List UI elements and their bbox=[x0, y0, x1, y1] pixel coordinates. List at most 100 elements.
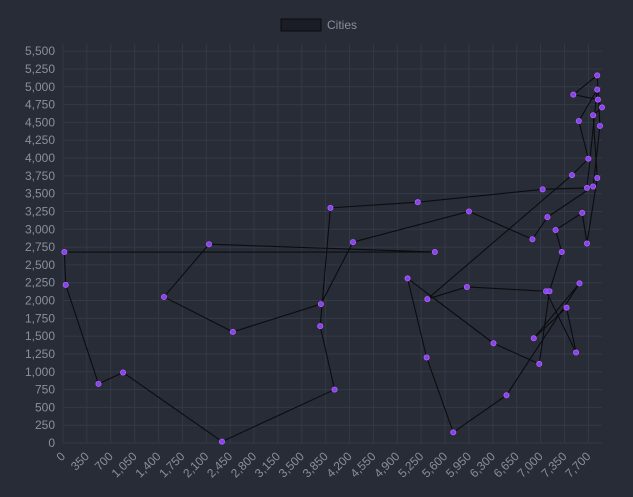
y-tick-label: 5,000 bbox=[25, 80, 55, 94]
x-tick-label: 2,450 bbox=[204, 449, 235, 480]
city-point[interactable] bbox=[594, 174, 601, 181]
city-point[interactable] bbox=[317, 323, 324, 330]
route-segment bbox=[221, 389, 335, 443]
city-point[interactable] bbox=[61, 249, 68, 256]
route-segment bbox=[352, 210, 470, 243]
route-segment bbox=[466, 286, 547, 292]
city-point[interactable] bbox=[218, 438, 225, 445]
city-point[interactable] bbox=[590, 112, 597, 119]
city-point[interactable] bbox=[414, 199, 421, 206]
city-point[interactable] bbox=[490, 340, 497, 347]
route-segment bbox=[533, 307, 567, 339]
city-point[interactable] bbox=[536, 360, 543, 367]
city-point[interactable] bbox=[160, 293, 167, 300]
y-tick-label: 3,250 bbox=[25, 204, 55, 218]
x-tick-label: 7,700 bbox=[562, 449, 593, 480]
y-tick-label: 2,250 bbox=[25, 276, 55, 290]
route-segment bbox=[208, 243, 435, 253]
city-point[interactable] bbox=[530, 335, 537, 342]
city-point[interactable] bbox=[568, 172, 575, 179]
city-point[interactable] bbox=[552, 226, 559, 233]
route-segment bbox=[531, 216, 548, 240]
x-tick-label: 5,600 bbox=[419, 449, 450, 480]
city-point[interactable] bbox=[424, 296, 431, 303]
city-point[interactable] bbox=[576, 280, 583, 287]
city-point[interactable] bbox=[331, 386, 338, 393]
city-point[interactable] bbox=[585, 155, 592, 162]
x-tick-label: 2,800 bbox=[228, 449, 259, 480]
route-segment bbox=[65, 284, 100, 385]
y-tick-label: 3,000 bbox=[25, 222, 55, 236]
route-segment bbox=[565, 307, 577, 353]
city-point[interactable] bbox=[579, 209, 586, 216]
city-point[interactable] bbox=[95, 380, 102, 387]
route-segment bbox=[452, 394, 507, 433]
route-segment bbox=[468, 210, 533, 240]
city-point[interactable] bbox=[206, 241, 213, 248]
city-point[interactable] bbox=[465, 208, 472, 215]
city-point[interactable] bbox=[539, 186, 546, 193]
x-tick-label: 4,200 bbox=[324, 449, 355, 480]
route-segment bbox=[427, 286, 468, 300]
city-point[interactable] bbox=[423, 354, 430, 361]
x-tick-label: 1,400 bbox=[133, 449, 164, 480]
city-point[interactable] bbox=[544, 214, 551, 221]
city-point[interactable] bbox=[558, 249, 565, 256]
x-tick-label: 1,050 bbox=[109, 449, 140, 480]
city-point[interactable] bbox=[317, 301, 324, 308]
gridlines bbox=[62, 44, 602, 444]
route-segment bbox=[547, 186, 594, 218]
city-point[interactable] bbox=[349, 239, 356, 246]
city-point[interactable] bbox=[570, 91, 577, 98]
route-segment bbox=[578, 89, 598, 122]
city-point[interactable] bbox=[529, 236, 536, 243]
y-tick-label: 1,500 bbox=[25, 329, 55, 343]
y-tick-label: 4,250 bbox=[25, 133, 55, 147]
city-point[interactable] bbox=[62, 281, 69, 288]
city-point[interactable] bbox=[594, 86, 601, 93]
legend[interactable]: Cities bbox=[280, 18, 357, 32]
city-point[interactable] bbox=[120, 369, 127, 376]
x-tick-label: 4,550 bbox=[347, 449, 378, 480]
y-tick-label: 3,750 bbox=[25, 169, 55, 183]
city-point[interactable] bbox=[594, 72, 601, 79]
city-point[interactable] bbox=[546, 288, 553, 295]
city-point[interactable] bbox=[503, 392, 510, 399]
x-tick-label: 4,900 bbox=[371, 449, 402, 480]
legend-label: Cities bbox=[327, 18, 357, 32]
city-point[interactable] bbox=[404, 275, 411, 282]
y-tick-label: 1,750 bbox=[25, 311, 55, 325]
city-point[interactable] bbox=[594, 96, 601, 103]
x-tick-label: 3,850 bbox=[300, 449, 331, 480]
y-tick-label: 3,500 bbox=[25, 187, 55, 201]
city-point[interactable] bbox=[563, 304, 570, 311]
route-segment bbox=[592, 125, 601, 187]
x-tick-label: 6,300 bbox=[467, 449, 498, 480]
city-point[interactable] bbox=[431, 249, 438, 256]
route-segment bbox=[555, 212, 583, 231]
route-lines bbox=[63, 74, 603, 443]
y-tick-label: 500 bbox=[35, 400, 55, 414]
city-point[interactable] bbox=[596, 122, 603, 129]
x-tick-label: 2,100 bbox=[180, 449, 211, 480]
city-point[interactable] bbox=[590, 183, 597, 190]
city-point[interactable] bbox=[450, 429, 457, 436]
y-tick-label: 250 bbox=[35, 418, 55, 432]
city-point[interactable] bbox=[229, 328, 236, 335]
y-tick-label: 4,750 bbox=[25, 98, 55, 112]
city-point[interactable] bbox=[599, 104, 606, 111]
y-axis-ticks: 0 250 500 750 1,000 1,250 1,500 1,750 2,000 2,250… bbox=[25, 44, 55, 450]
route-segment bbox=[63, 252, 67, 285]
route-segment bbox=[163, 296, 234, 333]
route-segment bbox=[555, 229, 563, 253]
city-point[interactable] bbox=[575, 117, 582, 124]
city-point[interactable] bbox=[573, 349, 580, 356]
city-point[interactable] bbox=[327, 204, 334, 211]
city-point[interactable] bbox=[583, 184, 590, 191]
legend-swatch[interactable] bbox=[280, 18, 322, 32]
city-point[interactable] bbox=[463, 283, 470, 290]
route-segment bbox=[319, 326, 336, 390]
city-points bbox=[61, 72, 606, 445]
city-point[interactable] bbox=[583, 240, 590, 247]
route-segment bbox=[581, 212, 588, 244]
